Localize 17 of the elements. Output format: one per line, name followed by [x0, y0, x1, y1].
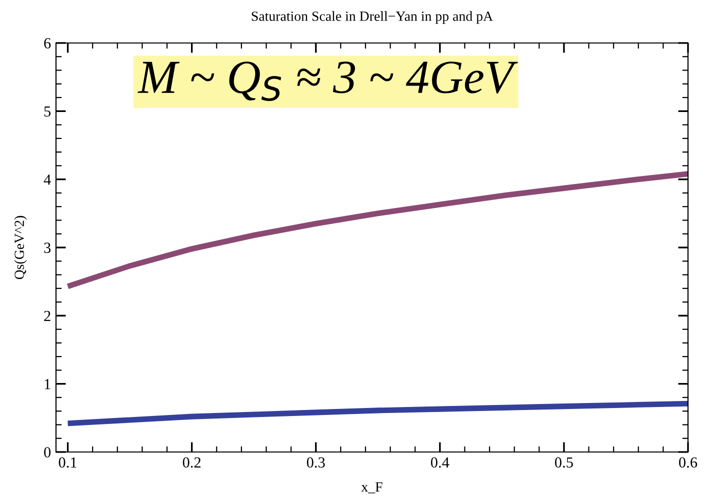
y-tick-label: 2: [44, 310, 50, 321]
y-tick-label: 5: [44, 106, 51, 117]
x-tick-label: 0.4: [430, 457, 450, 468]
y-tick-label: 6: [44, 38, 51, 48]
x-tick-label: 0.3: [306, 457, 325, 468]
x-axis-title: x_F: [361, 482, 382, 494]
y-axis-title: Qs(GeV^2): [14, 216, 27, 280]
chart-title: Saturation Scale in Drell−Yan in pp and pA: [252, 11, 493, 24]
y-tick-label: 4: [44, 174, 51, 185]
x-tick-label: 0.1: [58, 457, 76, 468]
x-tick-label: 0.2: [182, 457, 201, 468]
y-tick-label: 0: [44, 447, 51, 458]
y-tick-label: 1: [44, 379, 50, 390]
y-tick-label: 3: [44, 242, 51, 253]
x-tick-label: 0.6: [679, 457, 698, 468]
x-tick-label: 0.5: [554, 457, 573, 468]
annotation: M ~ Q$_{S}$ ≈ 3 ~ 4GeV: [138, 62, 518, 102]
